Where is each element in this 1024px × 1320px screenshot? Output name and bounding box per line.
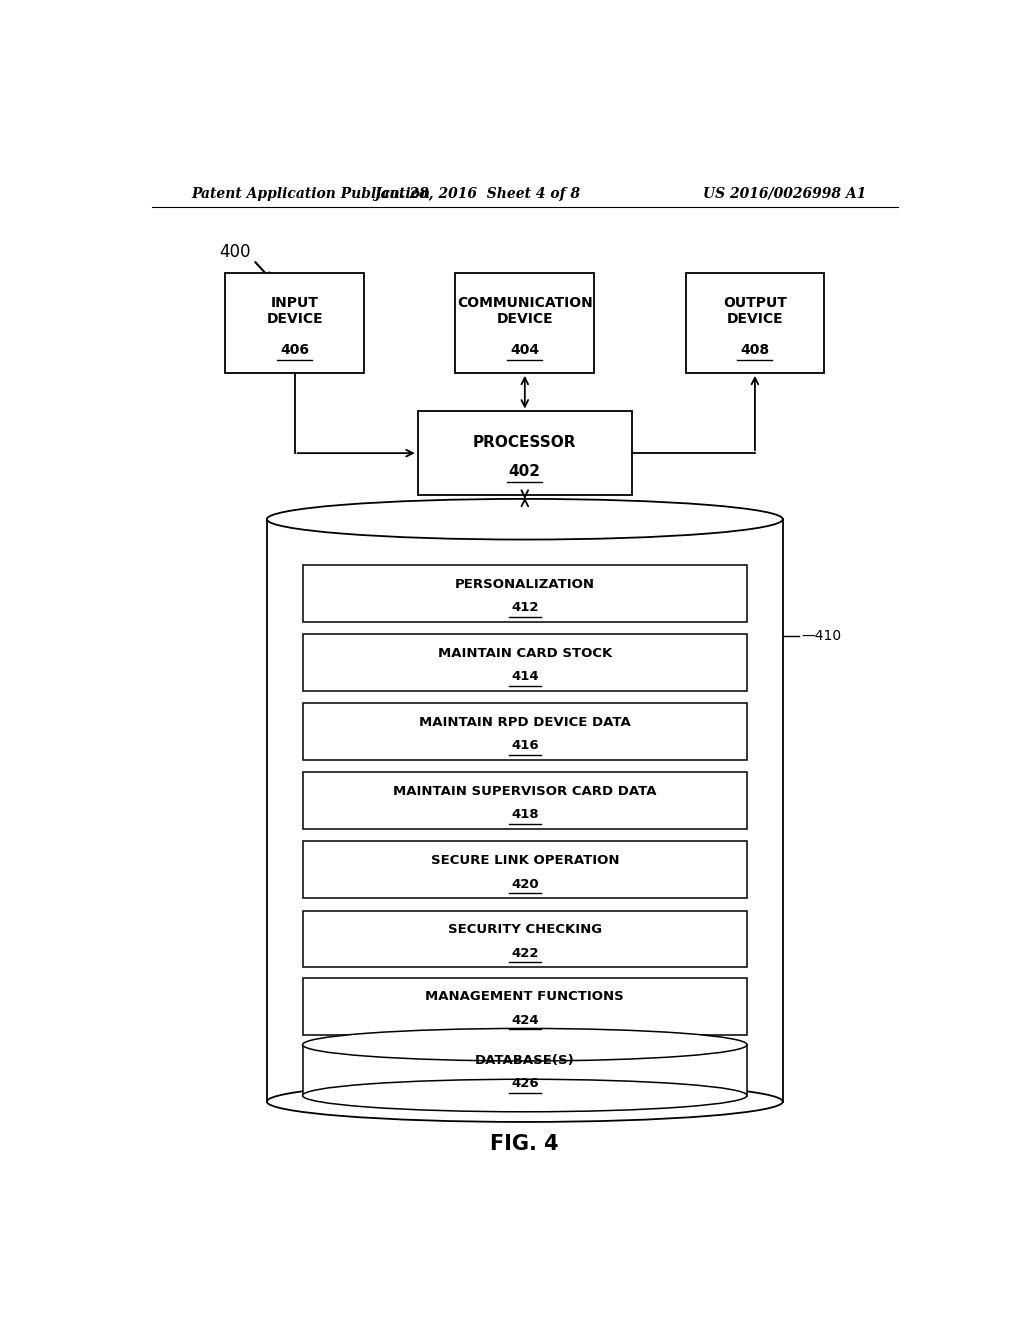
Text: 420: 420 <box>511 878 539 891</box>
Text: 400: 400 <box>219 243 251 261</box>
Ellipse shape <box>302 1028 748 1061</box>
Text: 404: 404 <box>510 343 540 358</box>
Text: MAINTAIN RPD DEVICE DATA: MAINTAIN RPD DEVICE DATA <box>419 715 631 729</box>
Text: 412: 412 <box>511 601 539 614</box>
Bar <box>225 273 365 372</box>
Bar <box>303 911 748 968</box>
Bar <box>303 634 748 690</box>
Bar <box>456 273 594 372</box>
Bar <box>303 978 748 1035</box>
Text: PROCESSOR: PROCESSOR <box>473 436 577 450</box>
Text: Jan. 28, 2016  Sheet 4 of 8: Jan. 28, 2016 Sheet 4 of 8 <box>374 187 581 201</box>
Bar <box>418 412 632 495</box>
Text: 422: 422 <box>511 946 539 960</box>
Text: PERSONALIZATION: PERSONALIZATION <box>455 578 595 591</box>
Bar <box>267 519 782 1102</box>
Ellipse shape <box>267 1081 782 1122</box>
Text: 408: 408 <box>740 343 769 358</box>
Text: 402: 402 <box>509 463 541 479</box>
Text: 426: 426 <box>511 1077 539 1090</box>
Text: 424: 424 <box>511 1014 539 1027</box>
Bar <box>303 841 748 899</box>
Text: 406: 406 <box>281 343 309 358</box>
Text: Patent Application Publication: Patent Application Publication <box>191 187 430 201</box>
Bar <box>303 565 748 622</box>
Text: SECURE LINK OPERATION: SECURE LINK OPERATION <box>430 854 620 867</box>
Text: MANAGEMENT FUNCTIONS: MANAGEMENT FUNCTIONS <box>425 990 625 1003</box>
Bar <box>303 1044 748 1096</box>
Text: DATABASE(S): DATABASE(S) <box>475 1055 574 1068</box>
Ellipse shape <box>302 1080 748 1111</box>
Text: SECURITY CHECKING: SECURITY CHECKING <box>447 924 602 936</box>
Text: 414: 414 <box>511 671 539 684</box>
Text: 418: 418 <box>511 808 539 821</box>
Text: COMMUNICATION
DEVICE: COMMUNICATION DEVICE <box>457 296 593 326</box>
Text: MAINTAIN SUPERVISOR CARD DATA: MAINTAIN SUPERVISOR CARD DATA <box>393 785 656 799</box>
Bar <box>303 772 748 829</box>
Text: 416: 416 <box>511 739 539 752</box>
Ellipse shape <box>267 499 782 540</box>
Text: —410: —410 <box>801 630 841 643</box>
Text: US 2016/0026998 A1: US 2016/0026998 A1 <box>702 187 866 201</box>
Bar <box>685 273 824 372</box>
Text: OUTPUT
DEVICE: OUTPUT DEVICE <box>723 296 786 326</box>
Text: MAINTAIN CARD STOCK: MAINTAIN CARD STOCK <box>437 647 612 660</box>
Text: FIG. 4: FIG. 4 <box>490 1134 559 1154</box>
Bar <box>303 704 748 760</box>
Text: INPUT
DEVICE: INPUT DEVICE <box>266 296 323 326</box>
